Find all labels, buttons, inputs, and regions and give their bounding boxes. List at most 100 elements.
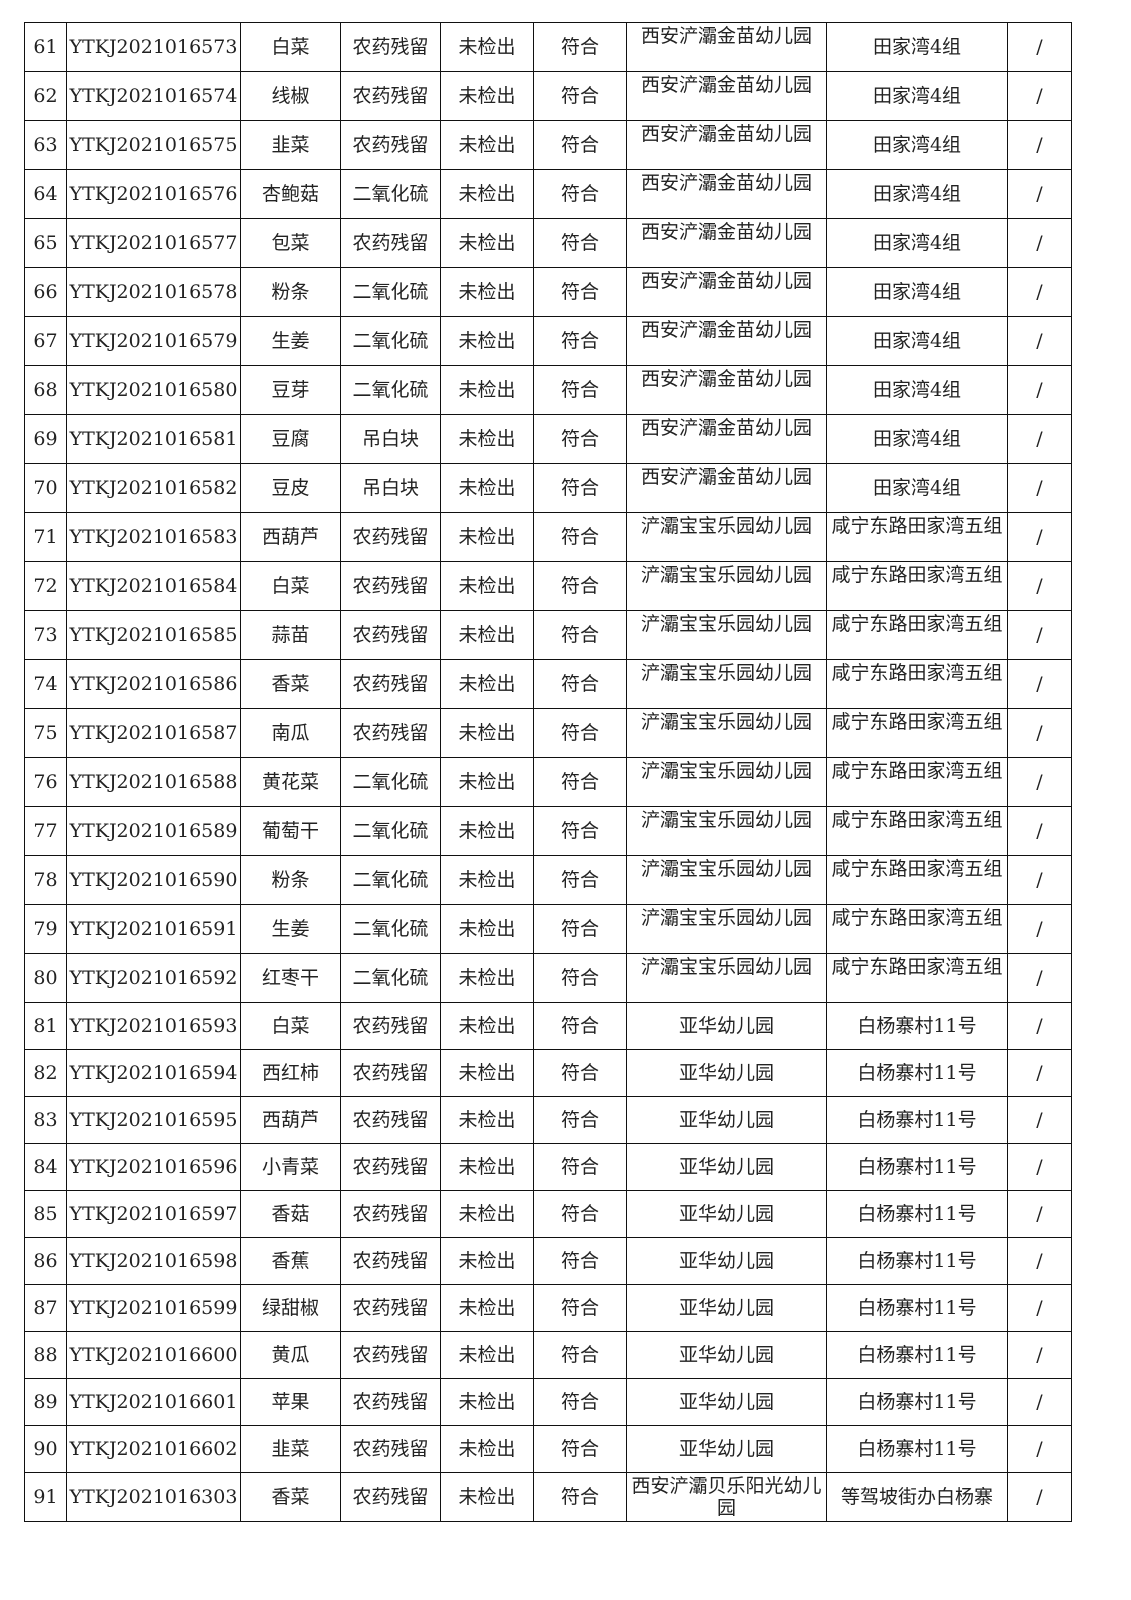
- row-number-cell: 69: [24, 414, 67, 464]
- test-item-cell: 二氧化硫: [340, 953, 441, 1003]
- sample-id-cell: YTKJ2021016599: [66, 1284, 241, 1332]
- sampling-unit-cell: 西安浐灞金苗幼儿园: [626, 414, 827, 464]
- test-item-cell: 农药残留: [340, 512, 441, 562]
- sample-name-cell: 白菜: [240, 1002, 341, 1050]
- test-item-cell: 二氧化硫: [340, 169, 441, 219]
- table-row: 89 YTKJ2021016601 苹果 农药残留 未检出 符合 亚华幼儿园 白杨寨村11号 /: [24, 1378, 1072, 1426]
- address-cell: 白杨寨村11号: [826, 1237, 1008, 1285]
- sampling-unit-cell: 西安浐灞金苗幼儿园: [626, 463, 827, 513]
- sample-name-cell: 葡萄干: [240, 806, 341, 856]
- sampling-unit-cell: 西安浐灞金苗幼儿园: [626, 169, 827, 219]
- sample-name-cell: 香菇: [240, 1190, 341, 1238]
- remark-cell: /: [1007, 904, 1072, 954]
- sample-name-cell: 韭菜: [240, 1425, 341, 1473]
- sampling-unit-cell: 亚华幼儿园: [626, 1237, 827, 1285]
- conclusion-cell: 符合: [533, 267, 627, 317]
- test-item-cell: 二氧化硫: [340, 904, 441, 954]
- table-row: 61 YTKJ2021016573 白菜 农药残留 未检出 符合 西安浐灞金苗幼儿园 田家湾4…: [24, 22, 1072, 72]
- row-number-cell: 79: [24, 904, 67, 954]
- test-item-cell: 农药残留: [340, 1190, 441, 1238]
- table-row: 86 YTKJ2021016598 香蕉 农药残留 未检出 符合 亚华幼儿园 白杨寨村11号 /: [24, 1237, 1072, 1285]
- remark-cell: /: [1007, 561, 1072, 611]
- test-item-cell: 吊白块: [340, 414, 441, 464]
- test-item-cell: 二氧化硫: [340, 365, 441, 415]
- sample-id-cell: YTKJ2021016602: [66, 1425, 241, 1473]
- test-result-cell: 未检出: [440, 22, 534, 72]
- address-cell: 白杨寨村11号: [826, 1096, 1008, 1144]
- address-cell: 咸宁东路田家湾五组: [826, 855, 1008, 905]
- table-row: 73 YTKJ2021016585 蒜苗 农药残留 未检出 符合 浐灞宝宝乐园幼儿园 咸宁东路…: [24, 610, 1072, 660]
- conclusion-cell: 符合: [533, 806, 627, 856]
- sample-name-cell: 小青菜: [240, 1143, 341, 1191]
- row-number-cell: 66: [24, 267, 67, 317]
- sample-name-cell: 绿甜椒: [240, 1284, 341, 1332]
- table-row: 76 YTKJ2021016588 黄花菜 二氧化硫 未检出 符合 浐灞宝宝乐园幼儿园 咸宁东…: [24, 757, 1072, 807]
- address-cell: 咸宁东路田家湾五组: [826, 610, 1008, 660]
- sampling-unit-cell: 西安浐灞金苗幼儿园: [626, 22, 827, 72]
- table-row: 90 YTKJ2021016602 韭菜 农药残留 未检出 符合 亚华幼儿园 白杨寨村11号 /: [24, 1425, 1072, 1473]
- sample-name-cell: 粉条: [240, 855, 341, 905]
- sample-id-cell: YTKJ2021016583: [66, 512, 241, 562]
- remark-cell: /: [1007, 855, 1072, 905]
- test-result-cell: 未检出: [440, 610, 534, 660]
- sample-id-cell: YTKJ2021016596: [66, 1143, 241, 1191]
- remark-cell: /: [1007, 1284, 1072, 1332]
- address-cell: 白杨寨村11号: [826, 1331, 1008, 1379]
- row-number-cell: 87: [24, 1284, 67, 1332]
- conclusion-cell: 符合: [533, 757, 627, 807]
- sample-name-cell: 西红柿: [240, 1049, 341, 1097]
- remark-cell: /: [1007, 22, 1072, 72]
- table-row: 85 YTKJ2021016597 香菇 农药残留 未检出 符合 亚华幼儿园 白杨寨村11号 /: [24, 1190, 1072, 1238]
- test-item-cell: 农药残留: [340, 22, 441, 72]
- address-cell: 白杨寨村11号: [826, 1002, 1008, 1050]
- row-number-cell: 67: [24, 316, 67, 366]
- sample-name-cell: 香菜: [240, 659, 341, 709]
- address-cell: 田家湾4组: [826, 463, 1008, 513]
- row-number-cell: 88: [24, 1331, 67, 1379]
- sampling-unit-cell: 浐灞宝宝乐园幼儿园: [626, 708, 827, 758]
- test-item-cell: 二氧化硫: [340, 316, 441, 366]
- row-number-cell: 91: [24, 1472, 67, 1522]
- test-item-cell: 农药残留: [340, 610, 441, 660]
- test-item-cell: 农药残留: [340, 120, 441, 170]
- address-cell: 白杨寨村11号: [826, 1143, 1008, 1191]
- address-cell: 等驾坡街办白杨寨: [826, 1472, 1008, 1522]
- address-cell: 白杨寨村11号: [826, 1425, 1008, 1473]
- sample-id-cell: YTKJ2021016594: [66, 1049, 241, 1097]
- conclusion-cell: 符合: [533, 1331, 627, 1379]
- address-cell: 咸宁东路田家湾五组: [826, 561, 1008, 611]
- sample-name-cell: 线椒: [240, 71, 341, 121]
- sample-name-cell: 豆腐: [240, 414, 341, 464]
- address-cell: 白杨寨村11号: [826, 1284, 1008, 1332]
- table-row: 83 YTKJ2021016595 西葫芦 农药残留 未检出 符合 亚华幼儿园 白杨寨村11号…: [24, 1096, 1072, 1144]
- test-item-cell: 吊白块: [340, 463, 441, 513]
- test-result-cell: 未检出: [440, 463, 534, 513]
- sample-name-cell: 黄瓜: [240, 1331, 341, 1379]
- sampling-unit-cell: 亚华幼儿园: [626, 1002, 827, 1050]
- sample-id-cell: YTKJ2021016575: [66, 120, 241, 170]
- test-result-cell: 未检出: [440, 904, 534, 954]
- address-cell: 咸宁东路田家湾五组: [826, 757, 1008, 807]
- sample-name-cell: 包菜: [240, 218, 341, 268]
- row-number-cell: 78: [24, 855, 67, 905]
- test-result-cell: 未检出: [440, 267, 534, 317]
- address-cell: 田家湾4组: [826, 169, 1008, 219]
- conclusion-cell: 符合: [533, 316, 627, 366]
- table-row: 62 YTKJ2021016574 线椒 农药残留 未检出 符合 西安浐灞金苗幼儿园 田家湾4…: [24, 71, 1072, 121]
- sample-id-cell: YTKJ2021016591: [66, 904, 241, 954]
- test-item-cell: 农药残留: [340, 1284, 441, 1332]
- conclusion-cell: 符合: [533, 1049, 627, 1097]
- conclusion-cell: 符合: [533, 120, 627, 170]
- table-row: 91 YTKJ2021016303 香菜 农药残留 未检出 符合 西安浐灞贝乐阳光幼儿园 等驾…: [24, 1472, 1072, 1522]
- conclusion-cell: 符合: [533, 561, 627, 611]
- row-number-cell: 83: [24, 1096, 67, 1144]
- row-number-cell: 64: [24, 169, 67, 219]
- sampling-unit-cell: 西安浐灞金苗幼儿园: [626, 267, 827, 317]
- sampling-unit-cell: 亚华幼儿园: [626, 1096, 827, 1144]
- remark-cell: /: [1007, 316, 1072, 366]
- remark-cell: /: [1007, 1049, 1072, 1097]
- address-cell: 咸宁东路田家湾五组: [826, 512, 1008, 562]
- test-result-cell: 未检出: [440, 512, 534, 562]
- sample-name-cell: 白菜: [240, 22, 341, 72]
- sample-name-cell: 蒜苗: [240, 610, 341, 660]
